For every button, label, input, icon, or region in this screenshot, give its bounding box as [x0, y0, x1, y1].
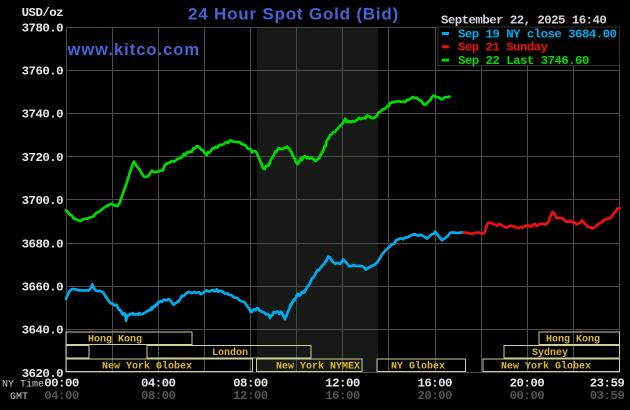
svg-text:Sep 21 Sunday: Sep 21 Sunday — [458, 41, 549, 55]
svg-text:3700.0: 3700.0 — [22, 194, 63, 208]
svg-text:GMT: GMT — [10, 392, 28, 403]
svg-text:08:00: 08:00 — [141, 389, 176, 403]
svg-text:Hong Kong: Hong Kong — [88, 335, 142, 346]
svg-text:24 Hour Spot Gold (Bid): 24 Hour Spot Gold (Bid) — [188, 5, 399, 24]
svg-text:20:00: 20:00 — [417, 389, 452, 403]
svg-text:London: London — [212, 347, 248, 359]
svg-text:Sep 19 NY close 3684.00: Sep 19 NY close 3684.00 — [458, 27, 616, 41]
svg-text:3760.0: 3760.0 — [22, 65, 63, 79]
svg-text:16:00: 16:00 — [417, 377, 452, 391]
svg-text:New York Globex: New York Globex — [102, 361, 192, 373]
svg-text:3680.0: 3680.0 — [22, 237, 63, 251]
svg-text:3620.0: 3620.0 — [22, 367, 63, 381]
svg-text:16:00: 16:00 — [325, 389, 360, 403]
svg-text:Hong Kong: Hong Kong — [546, 335, 600, 346]
svg-text:20:00: 20:00 — [510, 377, 545, 391]
svg-text:Sydney: Sydney — [532, 347, 568, 359]
svg-text:Sep 22 Last 3746.60: Sep 22 Last 3746.60 — [458, 54, 589, 68]
svg-text:12:00: 12:00 — [233, 389, 268, 403]
svg-text:00:00: 00:00 — [44, 377, 79, 391]
svg-text:3660.0: 3660.0 — [22, 281, 63, 295]
svg-text:3740.0: 3740.0 — [22, 108, 63, 122]
svg-text:04:00: 04:00 — [44, 389, 79, 403]
svg-text:3720.0: 3720.0 — [22, 151, 63, 165]
svg-text:NY Time: NY Time — [2, 379, 44, 391]
svg-text:12:00: 12:00 — [325, 377, 360, 391]
svg-text:23:59: 23:59 — [590, 377, 625, 391]
svg-text:New York Globex: New York Globex — [501, 361, 591, 373]
svg-text:3640.0: 3640.0 — [22, 324, 63, 338]
svg-text:USD/oz: USD/oz — [22, 6, 63, 20]
svg-text:NY Globex: NY Globex — [391, 361, 445, 373]
svg-text:00:00: 00:00 — [510, 389, 545, 403]
svg-text:08:00: 08:00 — [233, 377, 268, 391]
svg-text:03:59: 03:59 — [590, 389, 625, 403]
svg-text:New York NYMEX: New York NYMEX — [276, 361, 360, 373]
svg-text:3780.0: 3780.0 — [22, 21, 63, 35]
svg-text:www.kitco.com: www.kitco.com — [67, 41, 201, 59]
svg-text:September 22, 2025 16:40: September 22, 2025 16:40 — [441, 14, 606, 28]
svg-text:04:00: 04:00 — [141, 377, 176, 391]
